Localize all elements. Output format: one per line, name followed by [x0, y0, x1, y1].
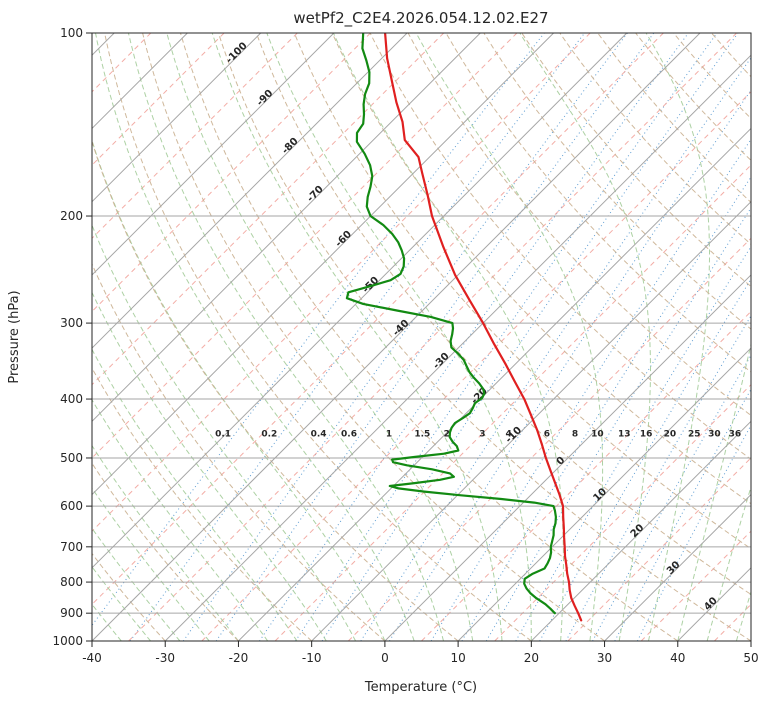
- mixing-ratio-label: 16: [640, 430, 653, 440]
- y-tick-label: 600: [60, 499, 83, 513]
- x-tick-label: 50: [743, 651, 758, 665]
- mixing-ratio-label: 0.1: [215, 430, 231, 440]
- mixing-ratio-label: 4: [505, 430, 511, 440]
- mixing-ratio-label: 30: [708, 430, 721, 440]
- mixing-ratio-label: 10: [591, 430, 604, 440]
- x-axis-label: Temperature (°C): [364, 680, 477, 695]
- y-tick-label: 1000: [52, 634, 83, 648]
- mixing-ratio-label: 13: [618, 430, 631, 440]
- y-tick-label: 500: [60, 451, 83, 465]
- y-tick-label: 900: [60, 606, 83, 620]
- y-tick-label: 400: [60, 392, 83, 406]
- x-tick-label: 40: [670, 651, 685, 665]
- x-tick-label: -10: [302, 651, 322, 665]
- mixing-ratio-label: 8: [572, 430, 578, 440]
- mixing-ratio-label: 1.5: [414, 430, 430, 440]
- mixing-ratio-label: 25: [688, 430, 701, 440]
- x-tick-label: 0: [381, 651, 389, 665]
- y-tick-label: 100: [60, 26, 83, 40]
- x-tick-label: 30: [597, 651, 612, 665]
- y-tick-label: 300: [60, 316, 83, 330]
- y-tick-label: 200: [60, 209, 83, 223]
- x-tick-label: -20: [229, 651, 249, 665]
- mixing-ratio-label: 6: [544, 430, 550, 440]
- x-tick-label: -40: [82, 651, 102, 665]
- mixing-ratio-label: 36: [729, 430, 742, 440]
- mixing-ratio-label: 20: [664, 430, 677, 440]
- mixing-ratio-label: 1: [386, 430, 392, 440]
- chart-title: wetPf2_C2E4.2026.054.12.02.E27: [293, 9, 548, 28]
- y-tick-label: 700: [60, 540, 83, 554]
- y-tick-label: 800: [60, 575, 83, 589]
- x-tick-label: 20: [524, 651, 539, 665]
- y-axis-label: Pressure (hPa): [7, 290, 22, 383]
- mixing-ratio-label: 0.4: [311, 430, 327, 440]
- mixing-ratio-label: 0.6: [341, 430, 357, 440]
- x-tick-label: -30: [155, 651, 175, 665]
- mixing-ratio-label: 0.2: [261, 430, 277, 440]
- mixing-ratio-label: 3: [479, 430, 485, 440]
- x-tick-label: 10: [450, 651, 465, 665]
